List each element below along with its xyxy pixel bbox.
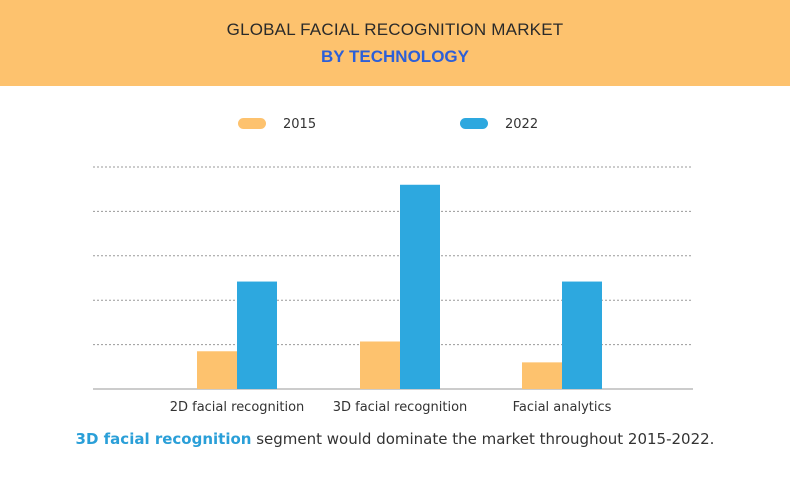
bar-2015-1 [197,351,237,389]
x-tick-label: 3D facial recognition [333,400,468,415]
legend-swatch-2015 [238,118,266,129]
bar-2022-1 [237,281,277,389]
chart-title: GLOBAL FACIAL RECOGNITION MARKET [226,20,564,39]
legend-swatch-2022 [460,118,488,129]
chart-caption: 3D facial recognition segment would domi… [0,430,790,448]
caption-text: segment would dominate the market throug… [251,430,715,448]
bar-2022-3 [562,281,602,389]
header-banner [0,0,790,86]
x-tick-label: Facial analytics [513,400,612,415]
legend-label-2015: 2015 [283,117,316,132]
caption-highlight: 3D facial recognition [75,430,252,448]
bar-2015-3 [522,362,562,389]
bar-chart: 2D facial recognition 3D facial recogniti… [93,117,693,415]
chart-subtitle: BY TECHNOLOGY [321,47,469,66]
legend-label-2022: 2022 [505,117,538,132]
bar-2022-2 [400,184,440,389]
bar-2015-2 [360,341,400,389]
x-tick-label: 2D facial recognition [170,400,305,415]
